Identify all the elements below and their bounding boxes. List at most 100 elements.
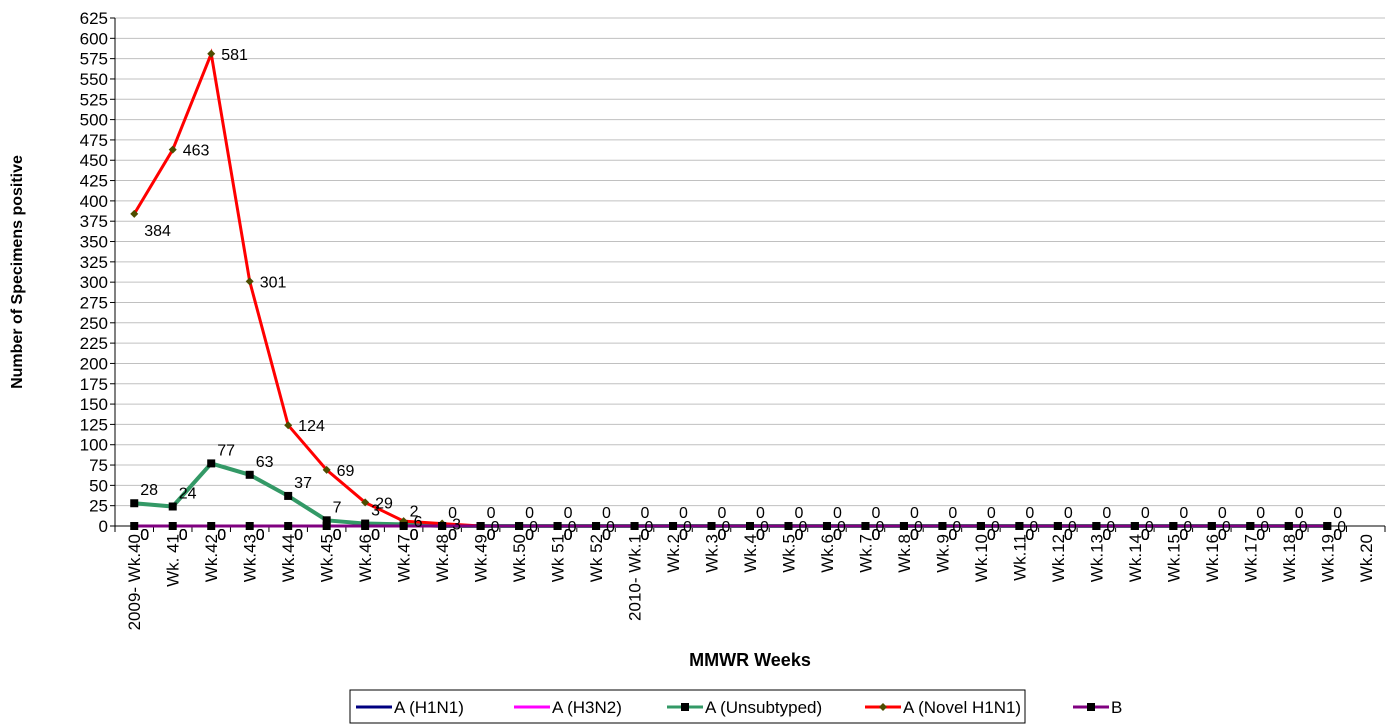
value-label: 0 bbox=[1141, 527, 1150, 544]
value-label: 0 bbox=[1145, 519, 1154, 536]
value-label: 0 bbox=[914, 519, 923, 536]
x-tick-label: Wk.17 bbox=[1241, 534, 1260, 582]
y-tick-label: 275 bbox=[80, 293, 108, 312]
legend-label: A (Novel H1N1) bbox=[903, 698, 1021, 717]
value-label: 0 bbox=[217, 527, 226, 544]
value-label: 0 bbox=[756, 527, 765, 544]
value-label: 0 bbox=[760, 519, 769, 536]
value-label: 0 bbox=[756, 527, 765, 544]
value-label: 0 bbox=[1222, 519, 1231, 536]
point bbox=[1284, 522, 1293, 530]
value-label: 384 bbox=[144, 223, 171, 240]
point bbox=[284, 421, 293, 430]
value-label: 0 bbox=[568, 519, 577, 536]
value-label: 77 bbox=[217, 442, 235, 459]
value-label: 0 bbox=[525, 527, 534, 544]
y-axis-label: Number of Specimens positive bbox=[9, 155, 26, 389]
value-label: 0 bbox=[910, 527, 919, 544]
value-label: 0 bbox=[1106, 519, 1115, 536]
value-label: 0 bbox=[491, 519, 500, 536]
series-line bbox=[132, 48, 1328, 528]
value-label: 0 bbox=[564, 527, 573, 544]
x-axis-label: MMWR Weeks bbox=[689, 650, 811, 670]
y-tick-label: 200 bbox=[80, 354, 108, 373]
value-label: 0 bbox=[1025, 527, 1034, 544]
value-label: 0 bbox=[525, 527, 534, 544]
value-label: 0 bbox=[718, 527, 727, 544]
value-label: 0 bbox=[1064, 527, 1073, 544]
value-label: 0 bbox=[948, 527, 957, 544]
value-label: 0 bbox=[837, 519, 846, 536]
value-label: 0 bbox=[333, 527, 342, 544]
y-tick-label: 325 bbox=[80, 253, 108, 272]
value-label: 0 bbox=[987, 505, 996, 522]
value-label: 0 bbox=[641, 505, 650, 522]
value-label: 0 bbox=[1333, 527, 1342, 544]
point bbox=[130, 209, 139, 218]
point bbox=[168, 502, 177, 511]
y-tick-label: 0 bbox=[99, 517, 108, 536]
x-tick-label: Wk.13 bbox=[1087, 534, 1106, 582]
value-label: 0 bbox=[718, 527, 727, 544]
value-label: 0 bbox=[1256, 527, 1265, 544]
value-label: 0 bbox=[1295, 527, 1304, 544]
value-label: 0 bbox=[798, 519, 807, 536]
point bbox=[322, 465, 331, 474]
x-tick-label: Wk.11 bbox=[1010, 534, 1029, 581]
value-label: 0 bbox=[179, 527, 188, 544]
value-label: 0 bbox=[1141, 527, 1150, 544]
value-label: 0 bbox=[1179, 505, 1188, 522]
value-label: 0 bbox=[487, 505, 496, 522]
value-label: 0 bbox=[1141, 505, 1150, 522]
value-label: 0 bbox=[1256, 527, 1265, 544]
value-label: 0 bbox=[564, 505, 573, 522]
value-label: 0 bbox=[294, 527, 303, 544]
x-tick-label: Wk. 41 bbox=[164, 534, 183, 587]
value-label: 0 bbox=[1218, 527, 1227, 544]
value-label: 0 bbox=[679, 505, 688, 522]
value-label: 0 bbox=[1183, 519, 1192, 536]
value-label: 0 bbox=[1333, 527, 1342, 544]
y-tick-label: 600 bbox=[80, 29, 108, 48]
value-label: 0 bbox=[641, 527, 650, 544]
x-tick-label: Wk.14 bbox=[1126, 534, 1145, 582]
value-label: 0 bbox=[1029, 519, 1038, 536]
point bbox=[861, 522, 870, 530]
y-tick-label: 25 bbox=[89, 497, 108, 516]
value-label: 0 bbox=[1295, 527, 1304, 544]
legend-marker bbox=[879, 703, 887, 711]
value-label: 0 bbox=[910, 527, 919, 544]
value-label: 0 bbox=[1295, 505, 1304, 522]
value-label: 69 bbox=[337, 463, 355, 480]
value-label: 0 bbox=[1260, 519, 1269, 536]
value-label: 0 bbox=[910, 505, 919, 522]
point bbox=[322, 522, 331, 530]
value-label: 0 bbox=[1333, 505, 1342, 522]
value-label: 301 bbox=[260, 274, 287, 291]
value-label: 0 bbox=[333, 527, 342, 544]
value-label: 0 bbox=[794, 527, 803, 544]
value-label: 0 bbox=[564, 527, 573, 544]
point bbox=[207, 522, 216, 530]
y-tick-label: 100 bbox=[80, 436, 108, 455]
value-label: 0 bbox=[602, 527, 611, 544]
y-tick-label: 550 bbox=[80, 70, 108, 89]
point bbox=[168, 522, 177, 530]
point bbox=[707, 522, 716, 530]
point bbox=[1323, 522, 1332, 530]
point bbox=[399, 522, 408, 530]
point bbox=[207, 459, 216, 468]
value-label: 0 bbox=[1025, 505, 1034, 522]
y-tick-label: 575 bbox=[80, 50, 108, 69]
x-tick-label: Wk.46 bbox=[356, 534, 375, 582]
y-tick-label: 425 bbox=[80, 172, 108, 191]
value-label: 0 bbox=[987, 527, 996, 544]
x-tick-label: Wk.18 bbox=[1280, 534, 1299, 582]
value-label: 0 bbox=[1179, 527, 1188, 544]
legend-marker bbox=[681, 703, 689, 711]
value-label: 0 bbox=[871, 505, 880, 522]
value-label: 0 bbox=[602, 527, 611, 544]
value-label: 0 bbox=[833, 527, 842, 544]
value-label: 0 bbox=[794, 527, 803, 544]
value-label: 0 bbox=[487, 527, 496, 544]
